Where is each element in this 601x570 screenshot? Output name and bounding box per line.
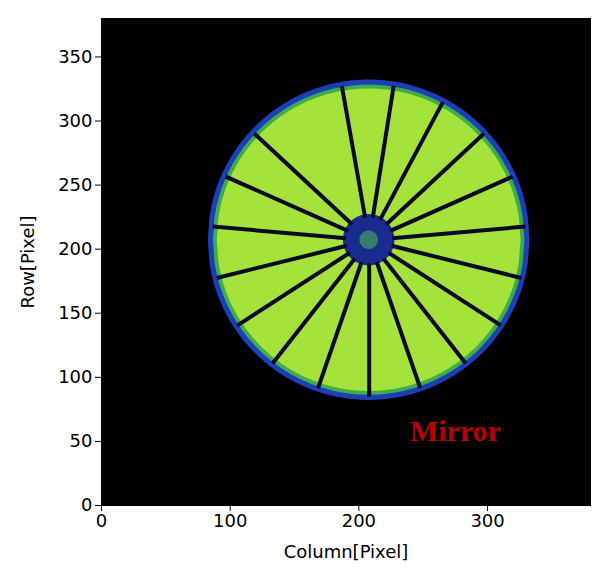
svg-text:0: 0 — [96, 510, 107, 531]
svg-text:350: 350 — [58, 46, 92, 67]
svg-text:50: 50 — [70, 430, 93, 451]
svg-text:150: 150 — [58, 302, 92, 323]
svg-text:100: 100 — [58, 366, 92, 387]
svg-text:Row[Pixel]: Row[Pixel] — [17, 215, 38, 308]
svg-text:0: 0 — [81, 494, 92, 515]
svg-text:300: 300 — [58, 110, 92, 131]
svg-text:200: 200 — [58, 238, 92, 259]
svg-text:300: 300 — [470, 510, 504, 531]
svg-text:200: 200 — [342, 510, 376, 531]
svg-text:250: 250 — [58, 174, 92, 195]
svg-text:Mirror: Mirror — [410, 414, 501, 447]
svg-text:100: 100 — [213, 510, 247, 531]
svg-text:Column[Pixel]: Column[Pixel] — [284, 541, 409, 562]
